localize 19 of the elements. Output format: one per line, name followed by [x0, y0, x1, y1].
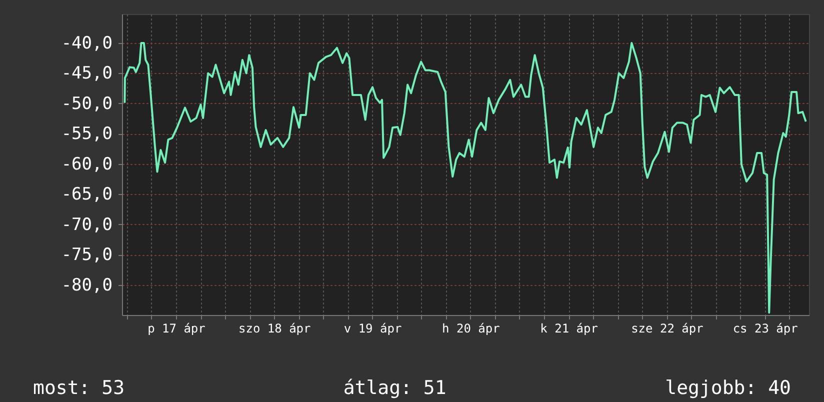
y-tick-label: -65,0	[61, 184, 112, 205]
text: most: 53	[33, 377, 125, 399]
text: legjobb: 40	[665, 377, 791, 399]
text: átlag: 51	[343, 377, 446, 399]
y-tick-label: -45,0	[61, 64, 112, 84]
y-tick-label: -75,0	[61, 245, 112, 266]
y-tick-label: -80,0	[61, 275, 112, 296]
x-tick-label: h 20 ápr	[442, 322, 500, 336]
y-tick-label: -70,0	[61, 214, 112, 235]
x-tick-label: sze 22 ápr	[631, 322, 704, 336]
x-tick-label: k 21 ápr	[540, 322, 598, 336]
y-tick-label: -60,0	[61, 154, 112, 174]
y-tick-label: -55,0	[61, 124, 112, 144]
x-tick-label: cs 23 ápr	[732, 322, 798, 336]
y-tick-label: -40,0	[61, 34, 112, 54]
x-tick-label: v 19 ápr	[344, 322, 402, 336]
x-tick-label: szo 18 ápr	[238, 322, 311, 336]
x-tick-label: p 17 ápr	[148, 322, 206, 336]
y-tick-label: -50,0	[61, 94, 112, 114]
